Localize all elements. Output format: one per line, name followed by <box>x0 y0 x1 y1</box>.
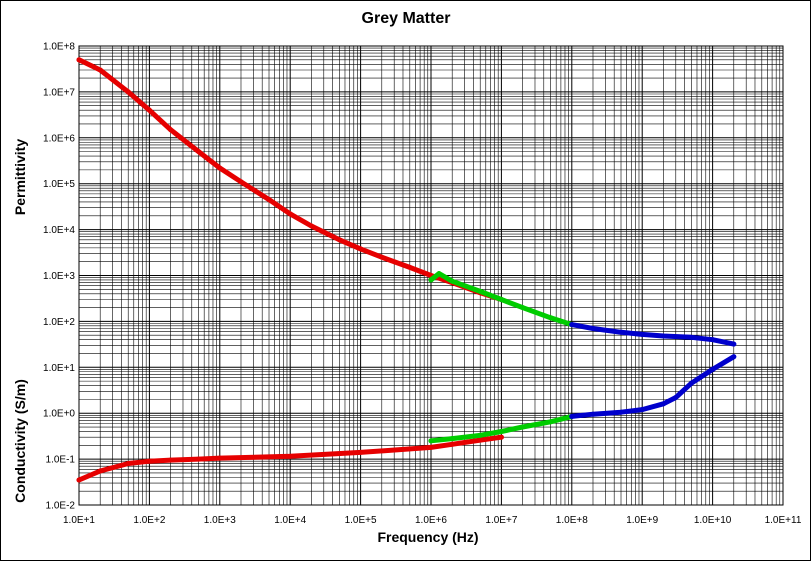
y-tick-label: 1.0E-1 <box>46 455 76 466</box>
data-point <box>618 409 624 415</box>
y-tick-label: 1.0E+5 <box>43 179 75 190</box>
x-tick-label: 1.0E+6 <box>415 515 447 526</box>
y-tick-label: 1.0E+2 <box>43 317 75 328</box>
x-tick-label: 1.0E+1 <box>63 515 95 526</box>
data-point <box>125 89 131 95</box>
chart-title: Grey Matter <box>362 10 451 27</box>
data-point <box>97 67 103 73</box>
data-point <box>639 407 645 413</box>
data-point <box>358 246 364 252</box>
data-point <box>146 107 152 113</box>
y-tick-label: 1.0E+1 <box>43 363 75 374</box>
x-tick-label: 1.0E+2 <box>133 515 165 526</box>
x-tick-label: 1.0E+10 <box>694 515 732 526</box>
data-point <box>287 453 293 459</box>
data-point <box>358 449 364 455</box>
data-point <box>569 322 575 328</box>
data-point <box>520 424 526 430</box>
x-tick-label: 1.0E+5 <box>345 515 377 526</box>
data-point <box>266 197 272 203</box>
data-point <box>168 457 174 463</box>
data-point <box>660 401 666 407</box>
data-point <box>498 297 504 303</box>
y-tick-label: 1.0E+0 <box>43 409 75 420</box>
x-tick-label: 1.0E+8 <box>556 515 588 526</box>
data-point <box>436 271 442 277</box>
data-point <box>618 329 624 335</box>
data-point <box>336 237 342 243</box>
data-point <box>477 432 483 438</box>
y-tick-label: 1.0E+4 <box>43 225 75 236</box>
data-point <box>548 419 554 425</box>
data-point <box>498 434 504 440</box>
data-point <box>168 127 174 133</box>
data-point <box>76 477 82 483</box>
data-point <box>477 437 483 443</box>
data-point <box>731 341 737 347</box>
data-point <box>688 334 694 340</box>
data-point <box>710 366 716 372</box>
data-point <box>146 458 152 464</box>
grid <box>78 45 784 506</box>
data-point <box>590 411 596 417</box>
data-point <box>428 438 434 444</box>
x-tick-label: 1.0E+7 <box>485 515 517 526</box>
data-point <box>308 223 314 229</box>
x-tick-label: 1.0E+11 <box>765 515 802 526</box>
x-tick-label: 1.0E+9 <box>626 515 658 526</box>
data-point <box>407 264 413 270</box>
y-tick-label: 1.0E-2 <box>46 501 76 512</box>
data-point <box>217 165 223 171</box>
data-point <box>449 278 455 284</box>
y-tick-label: 1.0E+6 <box>43 133 75 144</box>
plot-area-border <box>78 45 784 506</box>
data-point <box>217 455 223 461</box>
data-point <box>673 394 679 400</box>
series-line-permittivity <box>569 322 737 347</box>
data-point <box>590 326 596 332</box>
data-point <box>97 468 103 474</box>
data-point <box>428 444 434 450</box>
data-point <box>449 441 455 447</box>
data-point <box>196 149 202 155</box>
data-point <box>125 461 131 467</box>
data-point <box>520 305 526 311</box>
data-point <box>569 413 575 419</box>
y-tick-label: 1.0E+7 <box>43 87 75 98</box>
series-line-permittivity <box>428 271 575 328</box>
data-point <box>639 331 645 337</box>
y-axis-title-permittivity: Permittivity <box>12 139 28 215</box>
x-tick-label: 1.0E+3 <box>204 515 236 526</box>
tick-labels: 1.0E+1 1.0E+2 1.0E+3 1.0E+4 1.0E+5 1.0E+6 1.0E… <box>43 42 802 527</box>
data-point <box>287 211 293 217</box>
data-point <box>76 57 82 63</box>
data-point <box>238 179 244 185</box>
y-tick-label: 1.0E+3 <box>43 271 75 282</box>
data-point <box>449 436 455 442</box>
y-tick-label: 1.0E+8 <box>43 42 75 53</box>
series-layer <box>76 57 737 483</box>
data-point <box>660 333 666 339</box>
data-point <box>688 380 694 386</box>
data-point <box>498 428 504 434</box>
data-point <box>196 456 202 462</box>
data-point <box>710 337 716 343</box>
data-point <box>548 315 554 321</box>
x-axis-title: Frequency (Hz) <box>377 529 478 545</box>
data-point <box>477 288 483 294</box>
data-point <box>379 254 385 260</box>
x-tick-label: 1.0E+4 <box>274 515 306 526</box>
data-point <box>428 277 434 283</box>
data-point <box>731 354 737 360</box>
y-axis-title-conductivity: Conductivity (S/m) <box>12 379 28 503</box>
